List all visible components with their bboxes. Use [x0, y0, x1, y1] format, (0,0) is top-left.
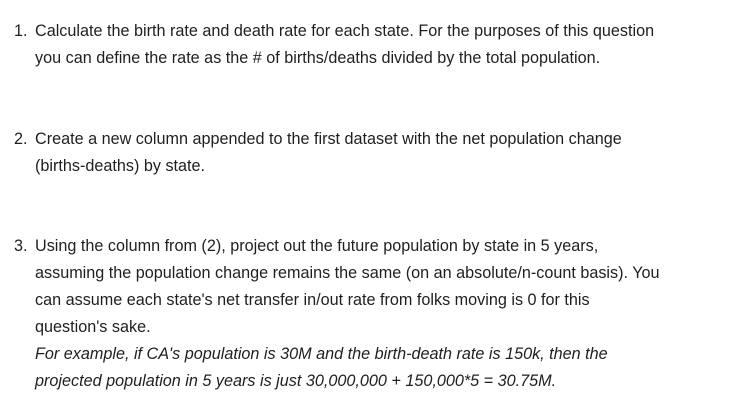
- question-item-3: 3. Using the column from (2), project ou…: [14, 233, 730, 395]
- question-line: you can define the rate as the # of birt…: [35, 49, 601, 67]
- question-line: (births-deaths) by state.: [35, 157, 206, 175]
- question-line: Using the column from (2), project out t…: [35, 237, 599, 255]
- question-line: Calculate the birth rate and death rate …: [35, 22, 655, 40]
- example-line: projected population in 5 years is just …: [35, 372, 557, 390]
- question-item-1: 1. Calculate the birth rate and death ra…: [14, 18, 730, 72]
- question-number: 3.: [14, 237, 28, 255]
- question-line: Create a new column appended to the firs…: [35, 130, 622, 148]
- question-text: Create a new column appended to the firs…: [35, 126, 730, 180]
- question-line: assuming the population change remains t…: [35, 264, 660, 282]
- question-text: Using the column from (2), project out t…: [35, 233, 730, 395]
- question-item-2: 2. Create a new column appended to the f…: [14, 126, 730, 180]
- question-line: can assume each state's net transfer in/…: [35, 291, 590, 309]
- question-text: Calculate the birth rate and death rate …: [35, 18, 730, 72]
- question-number: 2.: [14, 130, 28, 148]
- example-line: For example, if CA's population is 30M a…: [35, 345, 608, 363]
- question-line: question's sake.: [35, 318, 151, 336]
- question-number: 1.: [14, 22, 28, 40]
